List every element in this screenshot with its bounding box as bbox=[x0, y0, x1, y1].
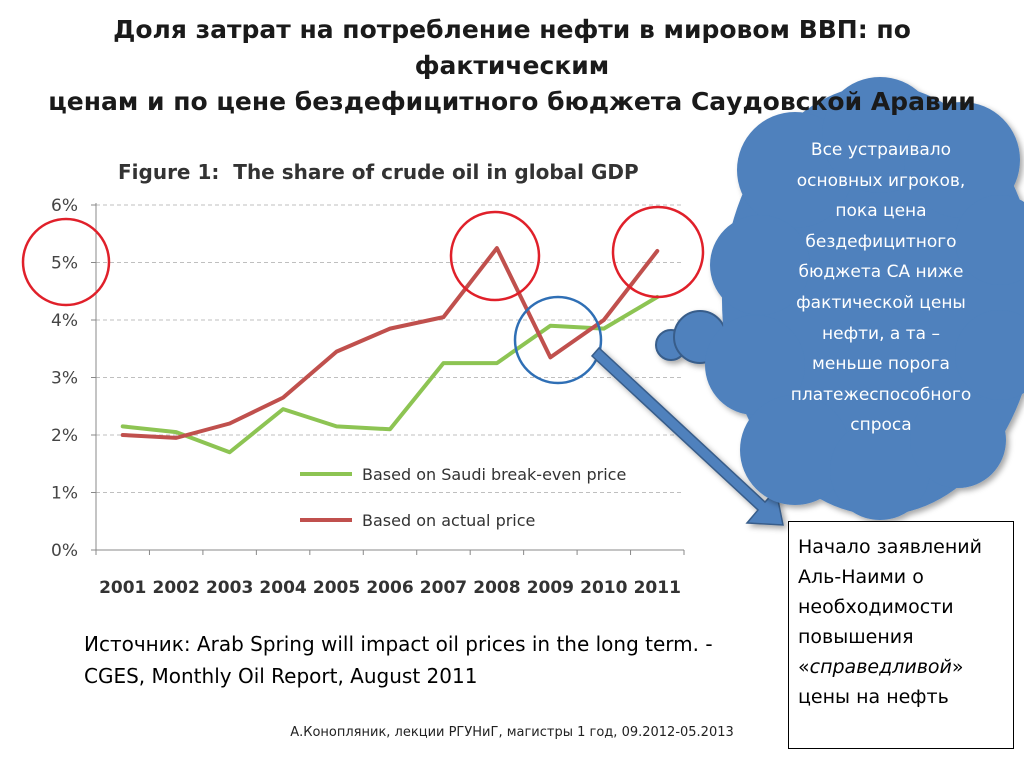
x-tick-label: 2002 bbox=[153, 578, 200, 598]
chart-gridlines bbox=[96, 204, 684, 493]
note-line-quoted: «справедливой» bbox=[798, 652, 1004, 682]
footer-credit: А.Конопляник, лекции РГУНиГ, магистры 1 … bbox=[290, 725, 734, 740]
x-tick-label: 2001 bbox=[99, 578, 146, 598]
callout-line: основных игроков, bbox=[796, 170, 966, 191]
pointer-arrow bbox=[590, 346, 784, 526]
chart-title: Figure 1: The share of crude oil in glob… bbox=[118, 160, 639, 184]
chart-series bbox=[120, 246, 660, 455]
callout-line: фактической цены bbox=[796, 292, 966, 313]
source-citation: Источник: Arab Spring will impact oil pr… bbox=[84, 628, 784, 692]
slide-title-line-1: Доля затрат на потребление нефти в миров… bbox=[113, 15, 911, 80]
highlight-circle-2008 bbox=[449, 210, 541, 302]
series-line-saudi-break-even bbox=[120, 295, 660, 455]
x-tick-label: 2011 bbox=[634, 578, 681, 598]
highlight-circle-2011 bbox=[611, 205, 705, 299]
x-tick-label: 2005 bbox=[313, 578, 360, 598]
highlight-circle-2009 bbox=[513, 295, 603, 385]
x-tick-label: 2007 bbox=[420, 578, 467, 598]
y-tick-label: 6% bbox=[51, 196, 78, 216]
callout-line: бюджета СА ниже bbox=[798, 262, 964, 283]
chart-tick-labels: 0% 1% 2% 3% 4% 5% 6% 2001 2002 2003 2004 2005 2006 20… bbox=[51, 196, 681, 598]
callout-line: Все устраивало bbox=[810, 140, 952, 160]
note-line: повышения bbox=[798, 626, 914, 648]
note-line: необходимости bbox=[798, 596, 954, 618]
y-tick-label: 1% bbox=[51, 484, 78, 504]
y-tick-label: 0% bbox=[51, 541, 78, 561]
slide-title-line-2: ценам и по цене бездефицитного бюджета С… bbox=[48, 87, 976, 116]
series-line-actual-price bbox=[120, 246, 660, 440]
y-tick-label: 2% bbox=[51, 426, 78, 446]
callout-line: бездефицитного bbox=[805, 231, 957, 252]
x-tick-label: 2004 bbox=[259, 578, 306, 598]
x-tick-label: 2009 bbox=[527, 578, 574, 598]
x-tick-label: 2006 bbox=[366, 578, 413, 598]
legend-label-saudi: Based on Saudi break-even price bbox=[362, 465, 626, 484]
quote-close: » bbox=[951, 656, 964, 678]
callout-line: спроса bbox=[850, 415, 912, 436]
y-tick-label: 5% bbox=[51, 254, 78, 274]
callout-line: меньше порога bbox=[812, 354, 950, 375]
chart-panel bbox=[34, 140, 700, 610]
thought-callout-cloud bbox=[655, 77, 1024, 520]
callout-line: нефти, а та – bbox=[822, 323, 940, 344]
note-italic-word: справедливой bbox=[809, 656, 952, 678]
callout-text: Все устраивало основных игроков, пока це… bbox=[762, 135, 1000, 441]
note-line: цены на нефть bbox=[798, 686, 949, 708]
x-tick-label: 2010 bbox=[580, 578, 627, 598]
y-tick-label: 3% bbox=[51, 369, 78, 389]
x-tick-label: 2008 bbox=[473, 578, 520, 598]
slide-title: Доля затрат на потребление нефти в миров… bbox=[20, 12, 1004, 120]
chart-legend: Based on Saudi break-even price Based on… bbox=[300, 465, 626, 530]
callout-line: платежеспособного bbox=[790, 384, 972, 405]
note-box: Начало заявлений Аль-Наими о необходимос… bbox=[788, 521, 1014, 749]
highlight-circles bbox=[21, 205, 705, 385]
source-line-1: Источник: Arab Spring will impact oil pr… bbox=[84, 632, 713, 656]
callout-line: пока цена bbox=[835, 201, 927, 222]
quote-open: « bbox=[798, 656, 810, 678]
highlight-circle-5pct bbox=[21, 217, 111, 307]
source-line-2: CGES, Monthly Oil Report, August 2011 bbox=[84, 664, 478, 688]
y-tick-label: 4% bbox=[51, 311, 78, 331]
legend-label-actual: Based on actual price bbox=[362, 511, 535, 530]
x-tick-label: 2003 bbox=[206, 578, 253, 598]
note-line: Начало заявлений bbox=[798, 536, 982, 558]
note-line: Аль-Наими о bbox=[798, 566, 924, 588]
chart-axes bbox=[91, 203, 685, 555]
